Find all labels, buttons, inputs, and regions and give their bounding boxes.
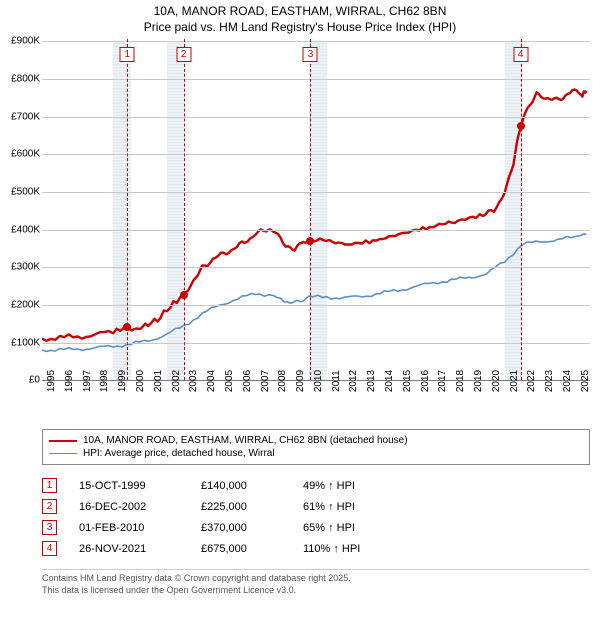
x-tick-label: 2012 (344, 370, 359, 392)
series-property (42, 90, 586, 341)
x-axis: 1995199619971998199920002001200220032004… (42, 381, 590, 423)
series-hpi (42, 234, 586, 352)
y-tick-label: £0 (0, 375, 40, 386)
x-tick-label: 2003 (184, 370, 199, 392)
y-tick-label: £300K (0, 262, 40, 273)
x-tick-label: 2021 (505, 370, 520, 392)
x-tick-label: 1999 (113, 370, 128, 392)
x-tick-label: 1998 (95, 370, 110, 392)
gridline (42, 343, 590, 344)
gridline (42, 117, 590, 118)
sale-dot (123, 323, 131, 331)
sale-row-date: 16-DEC-2002 (79, 501, 179, 513)
x-tick-label: 2016 (416, 370, 431, 392)
sale-row-badge: 1 (42, 478, 57, 493)
legend-item: HPI: Average price, detached house, Wirr… (49, 447, 583, 460)
x-tick-label: 2010 (309, 370, 324, 392)
x-tick-label: 2025 (576, 370, 591, 392)
y-tick-label: £700K (0, 111, 40, 122)
sales-table: 1 15-OCT-1999 £140,000 49% ↑ HPI 2 16-DEC-200… (42, 475, 590, 559)
sale-marker-badge: 2 (176, 47, 191, 62)
y-tick-label: £900K (0, 36, 40, 47)
gridline (42, 230, 590, 231)
footer-attribution: Contains HM Land Registry data © Crown c… (42, 569, 590, 596)
sale-marker-badge: 1 (120, 47, 135, 62)
sale-marker-badge: 3 (303, 47, 318, 62)
x-tick-label: 2014 (380, 370, 395, 392)
price-chart: £0£100K£200K£300K£400K£500K£600K£700K£80… (42, 41, 590, 381)
x-tick-label: 1997 (78, 370, 93, 392)
sale-row-price: £370,000 (201, 522, 281, 534)
x-tick-label: 2008 (273, 370, 288, 392)
y-tick-label: £800K (0, 73, 40, 84)
x-tick-label: 2024 (558, 370, 573, 392)
gridline (42, 41, 590, 42)
footer-line-1: Contains HM Land Registry data © Crown c… (42, 573, 590, 585)
gridline (42, 267, 590, 268)
sale-marker-line (521, 39, 522, 380)
x-tick-label: 2005 (220, 370, 235, 392)
gridline (42, 192, 590, 193)
legend-swatch (49, 440, 77, 442)
sale-row: 3 01-FEB-2010 £370,000 65% ↑ HPI (42, 517, 590, 538)
sale-dot (306, 237, 314, 245)
legend-label: 10A, MANOR ROAD, EASTHAM, WIRRAL, CH62 8… (83, 435, 408, 446)
sale-row: 1 15-OCT-1999 £140,000 49% ↑ HPI (42, 475, 590, 496)
sale-row-price: £675,000 (201, 543, 281, 555)
sale-row: 4 26-NOV-2021 £675,000 110% ↑ HPI (42, 538, 590, 559)
legend-label: HPI: Average price, detached house, Wirr… (83, 448, 275, 459)
x-tick-label: 2023 (540, 370, 555, 392)
sale-row-pct: 61% ↑ HPI (303, 501, 403, 513)
x-tick-label: 2015 (398, 370, 413, 392)
gridline (42, 154, 590, 155)
x-tick-label: 2006 (238, 370, 253, 392)
sale-row-badge: 4 (42, 541, 57, 556)
sale-row-price: £140,000 (201, 480, 281, 492)
x-tick-label: 1996 (60, 370, 75, 392)
sale-row-pct: 110% ↑ HPI (303, 543, 403, 555)
x-tick-label: 2017 (433, 370, 448, 392)
x-tick-label: 2001 (149, 370, 164, 392)
legend-swatch (49, 453, 77, 454)
sale-row-date: 26-NOV-2021 (79, 543, 179, 555)
sale-marker-line (310, 39, 311, 380)
x-tick-label: 2020 (487, 370, 502, 392)
y-tick-label: £100K (0, 337, 40, 348)
y-tick-label: £400K (0, 224, 40, 235)
gridline (42, 79, 590, 80)
x-tick-label: 2018 (451, 370, 466, 392)
legend-item: 10A, MANOR ROAD, EASTHAM, WIRRAL, CH62 8… (49, 434, 583, 447)
sale-marker-badge: 4 (513, 47, 528, 62)
sale-dot (517, 122, 525, 130)
x-tick-label: 2000 (131, 370, 146, 392)
chart-legend: 10A, MANOR ROAD, EASTHAM, WIRRAL, CH62 8… (42, 429, 590, 465)
sale-marker-line (184, 39, 185, 380)
x-tick-label: 1995 (42, 370, 57, 392)
x-tick-label: 2007 (256, 370, 271, 392)
sale-row-date: 15-OCT-1999 (79, 480, 179, 492)
x-tick-label: 2022 (522, 370, 537, 392)
gridline (42, 305, 590, 306)
y-tick-label: £200K (0, 299, 40, 310)
chart-title: 10A, MANOR ROAD, EASTHAM, WIRRAL, CH62 8… (0, 0, 600, 37)
x-tick-label: 2013 (362, 370, 377, 392)
sale-row-badge: 2 (42, 499, 57, 514)
x-tick-label: 2004 (202, 370, 217, 392)
sale-row: 2 16-DEC-2002 £225,000 61% ↑ HPI (42, 496, 590, 517)
sale-row-date: 01-FEB-2010 (79, 522, 179, 534)
title-line-2: Price paid vs. HM Land Registry's House … (0, 20, 600, 36)
sale-row-price: £225,000 (201, 501, 281, 513)
sale-dot (180, 291, 188, 299)
sale-row-pct: 49% ↑ HPI (303, 480, 403, 492)
x-tick-label: 2019 (469, 370, 484, 392)
y-tick-label: £600K (0, 149, 40, 160)
sale-row-badge: 3 (42, 520, 57, 535)
x-tick-label: 2009 (291, 370, 306, 392)
x-tick-label: 2011 (327, 370, 342, 392)
footer-line-2: This data is licensed under the Open Gov… (42, 585, 590, 597)
title-line-1: 10A, MANOR ROAD, EASTHAM, WIRRAL, CH62 8… (0, 4, 600, 20)
sale-row-pct: 65% ↑ HPI (303, 522, 403, 534)
x-tick-label: 2002 (167, 370, 182, 392)
y-tick-label: £500K (0, 186, 40, 197)
